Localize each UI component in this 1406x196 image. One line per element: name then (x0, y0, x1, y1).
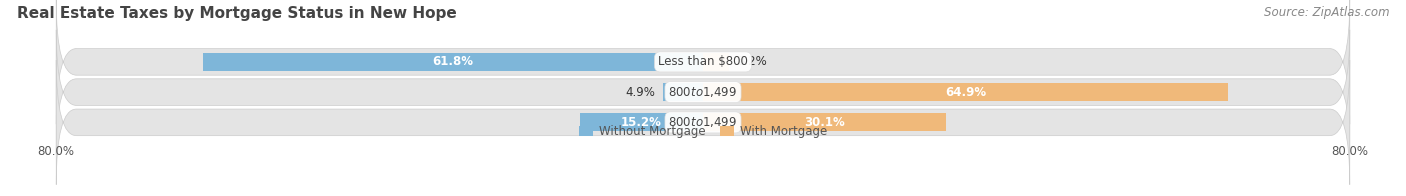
Text: 4.9%: 4.9% (626, 86, 655, 99)
Bar (703, 53, 728, 71)
Text: 3.2%: 3.2% (737, 55, 766, 68)
Legend: Without Mortgage, With Mortgage: Without Mortgage, With Mortgage (574, 121, 832, 143)
Text: 30.1%: 30.1% (804, 116, 845, 129)
Bar (204, 53, 703, 71)
Text: 64.9%: 64.9% (945, 86, 986, 99)
Bar (664, 83, 703, 101)
Text: $800 to $1,499: $800 to $1,499 (668, 85, 738, 99)
Text: 15.2%: 15.2% (621, 116, 662, 129)
Bar (703, 83, 1227, 101)
Text: Less than $800: Less than $800 (658, 55, 748, 68)
Text: Real Estate Taxes by Mortgage Status in New Hope: Real Estate Taxes by Mortgage Status in … (17, 6, 457, 21)
Bar (703, 113, 946, 132)
Text: $800 to $1,499: $800 to $1,499 (668, 115, 738, 129)
FancyBboxPatch shape (56, 30, 1350, 154)
Text: Source: ZipAtlas.com: Source: ZipAtlas.com (1264, 6, 1389, 19)
Text: 61.8%: 61.8% (433, 55, 474, 68)
Bar (581, 113, 703, 132)
FancyBboxPatch shape (56, 0, 1350, 124)
FancyBboxPatch shape (56, 60, 1350, 185)
